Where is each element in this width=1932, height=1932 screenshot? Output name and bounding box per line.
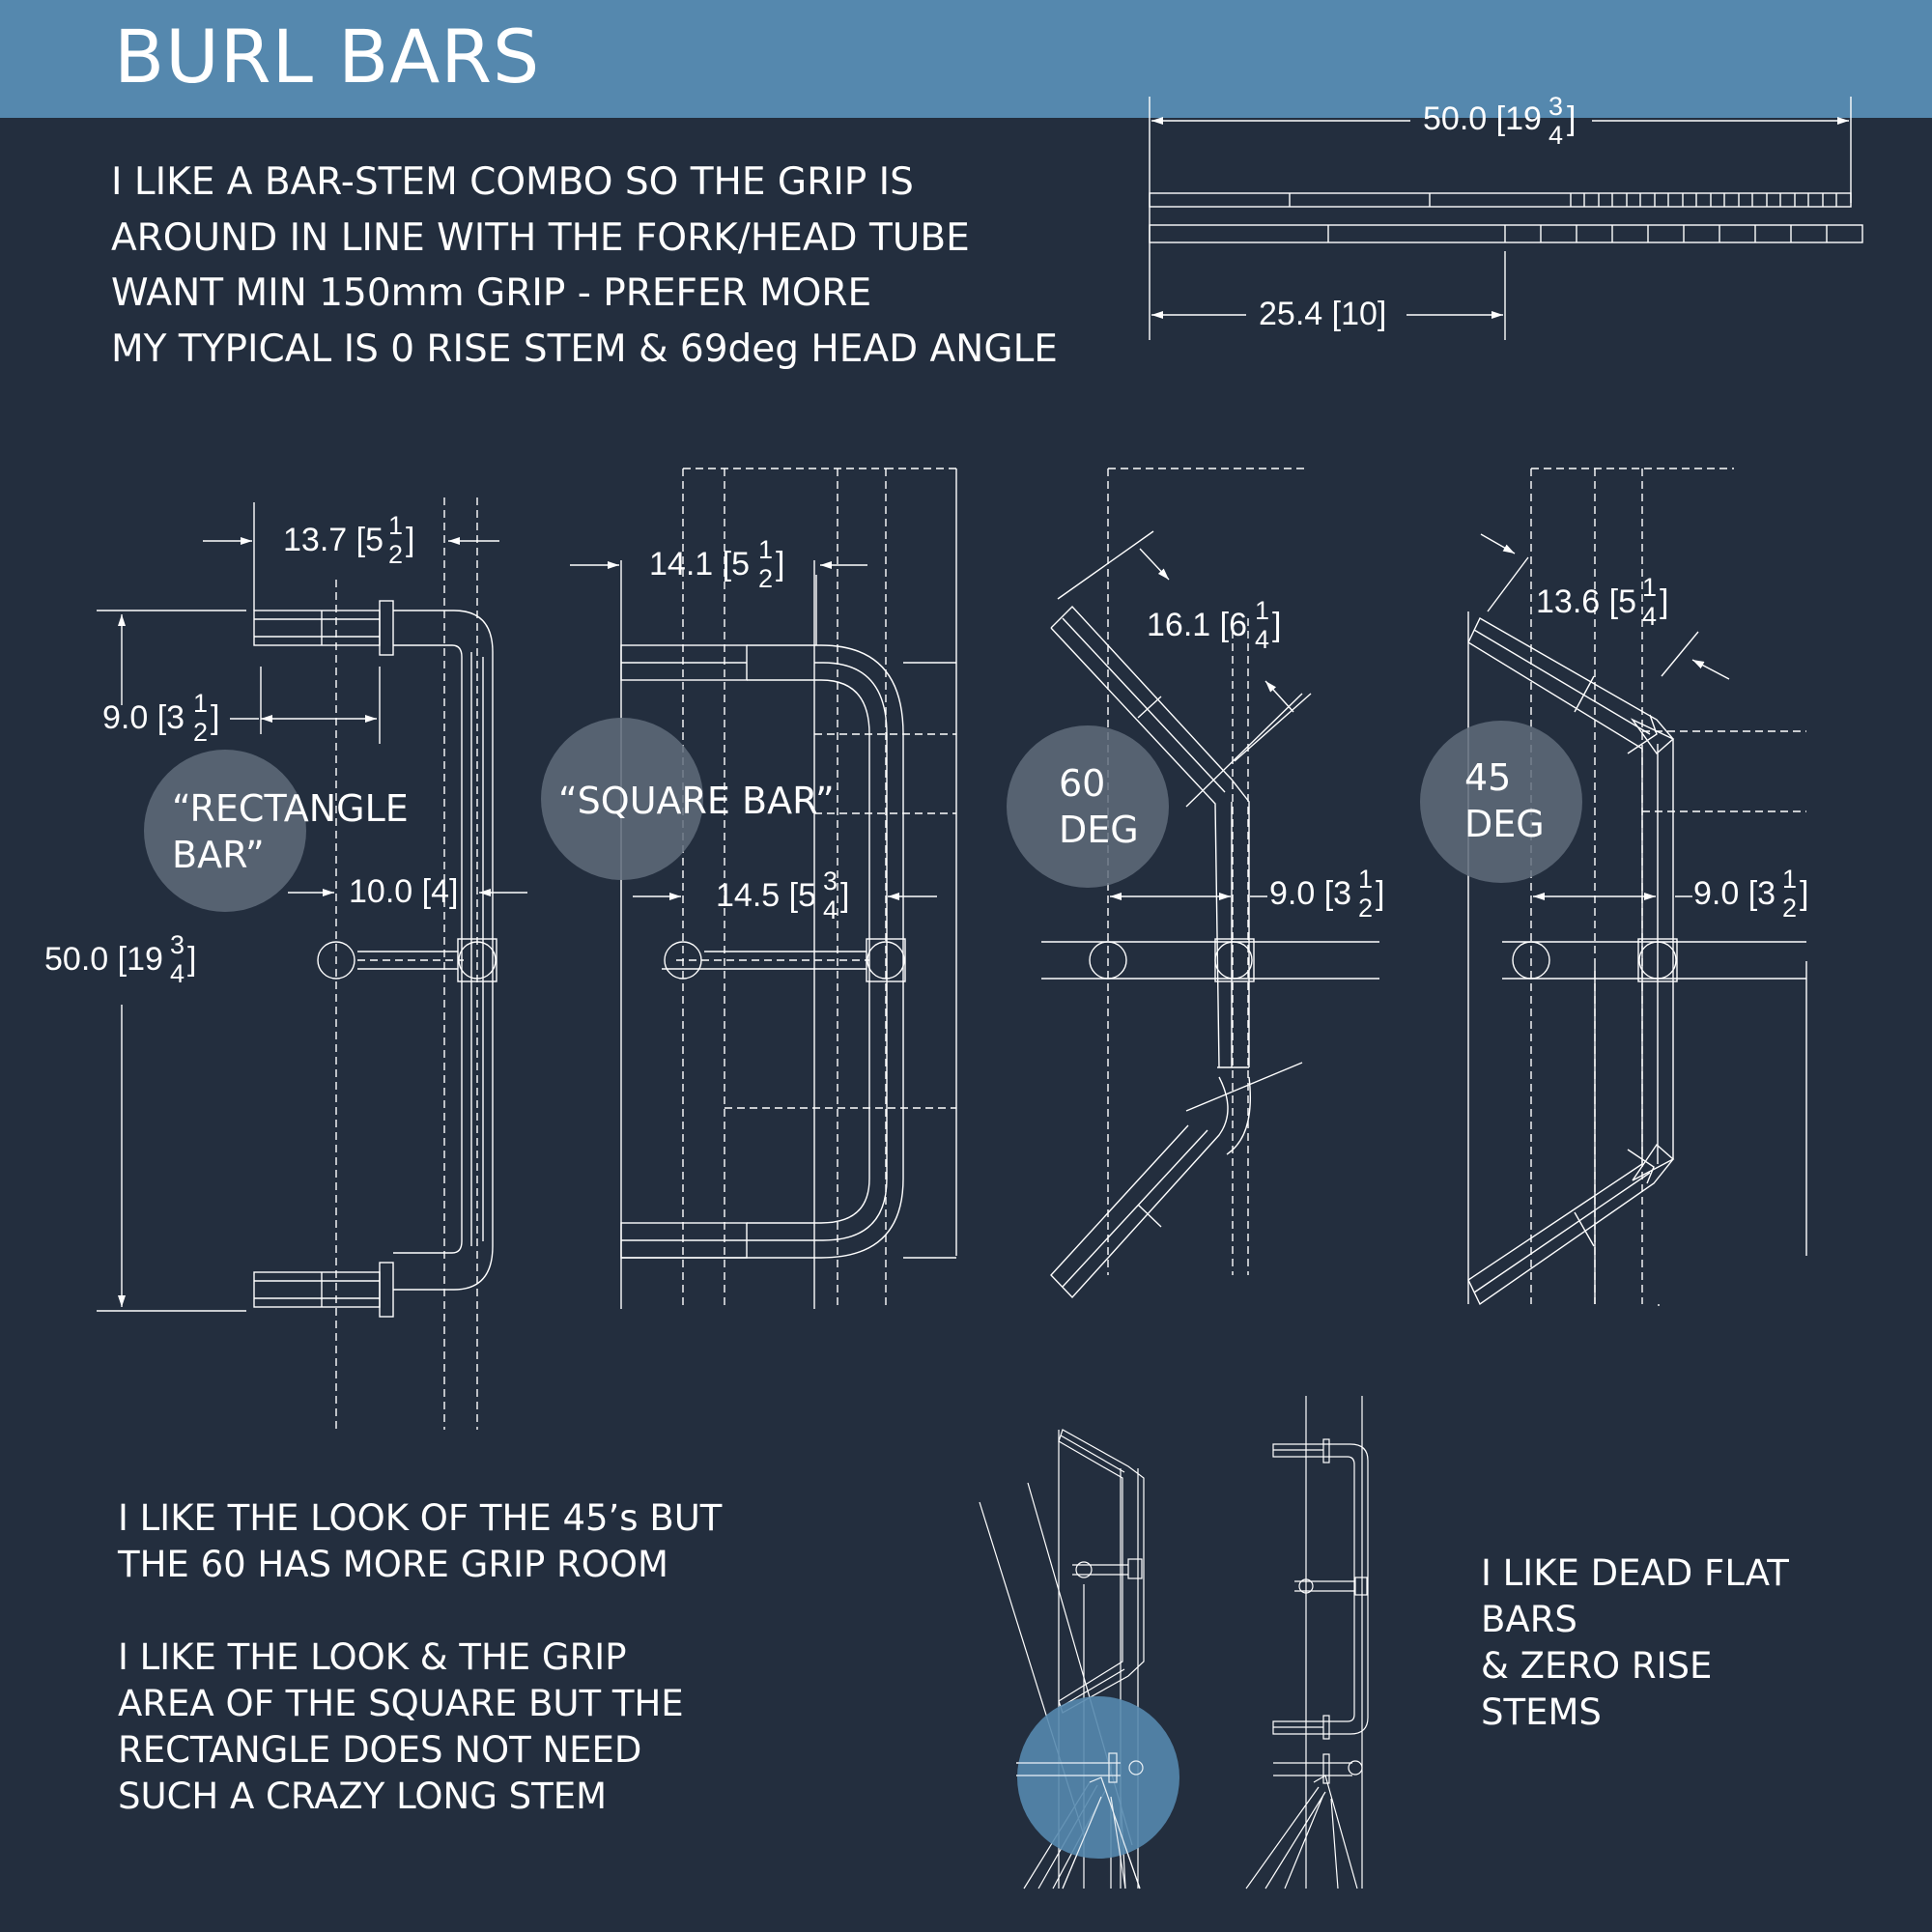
- rectangle-bar-label: “RECTANGLE: [172, 787, 409, 830]
- svg-text:]: ]: [1567, 100, 1576, 137]
- svg-text:]: ]: [187, 941, 196, 978]
- square-bar-bubble: [541, 718, 703, 880]
- deg45-bar-drawing: [1467, 468, 1807, 1306]
- ruler-ticks: [1570, 193, 1837, 207]
- note-line: I LIKE A BAR-STEM COMBO SO THE GRIP IS: [111, 160, 914, 204]
- deg60-stem-dim: 9.0 [3: [1269, 875, 1351, 912]
- svg-text:4: 4: [1642, 602, 1657, 631]
- svg-text:4: 4: [823, 895, 838, 924]
- small-45deg-side-view-over: [1016, 1752, 1144, 1889]
- deg60-bubble: [1007, 725, 1169, 888]
- svg-text:]: ]: [1660, 583, 1668, 620]
- header-bar: [0, 0, 1932, 118]
- top-notes: I LIKE A BAR-STEM COMBO SO THE GRIP IS A…: [111, 155, 1058, 377]
- overall-length-view: [1149, 97, 1863, 340]
- note-line: I LIKE THE LOOK & THE GRIP: [118, 1636, 627, 1678]
- half-length-dim: 25.4 [10]: [1259, 296, 1386, 332]
- lower-notes-comparison: I LIKE THE LOOK OF THE 45’s BUT THE 60 H…: [118, 1495, 722, 1588]
- note-line: AREA OF THE SQUARE BUT THE: [118, 1683, 684, 1724]
- note-line: RECTANGLE DOES NOT NEED: [118, 1729, 642, 1771]
- deg45-label: 45: [1464, 756, 1511, 799]
- page-title: BURL BARS: [114, 14, 541, 99]
- svg-text:1: 1: [193, 689, 208, 718]
- svg-text:4: 4: [170, 959, 185, 988]
- note-line: AROUND IN LINE WITH THE FORK/HEAD TUBE: [111, 215, 970, 260]
- svg-text:3: 3: [170, 930, 185, 959]
- note-line: WANT MIN 150mm GRIP - PREFER MORE: [111, 271, 872, 315]
- note-line: & ZERO RISE: [1481, 1645, 1713, 1687]
- svg-text:1: 1: [1642, 573, 1657, 602]
- svg-text:]: ]: [1800, 875, 1808, 912]
- square-bar-drawing: [570, 468, 957, 1309]
- note-line: I LIKE DEAD FLAT: [1481, 1552, 1789, 1594]
- svg-text:1: 1: [1358, 865, 1373, 894]
- svg-text:2: 2: [1358, 894, 1373, 923]
- svg-text:]: ]: [776, 546, 784, 582]
- right-notes: I LIKE DEAD FLAT BARS & ZERO RISE STEMS: [1481, 1550, 1789, 1736]
- overall-length-frac-num: 3: [1548, 92, 1563, 121]
- square-grip-dim: 14.1 [5: [649, 546, 750, 582]
- note-line: THE 60 HAS MORE GRIP ROOM: [118, 1544, 668, 1585]
- svg-text:1: 1: [1782, 865, 1797, 894]
- overall-length-dim: 50.0 [19: [1423, 100, 1542, 137]
- svg-text:]: ]: [840, 877, 849, 914]
- square-bar-label: “SQUARE BAR”: [558, 780, 835, 822]
- deg45-stem-dim: 9.0 [3: [1693, 875, 1776, 912]
- svg-text:2: 2: [1782, 894, 1797, 923]
- rect-reach-dim: 9.0 [3: [102, 699, 185, 736]
- svg-text:1: 1: [388, 511, 403, 540]
- deg60-label: 60: [1059, 762, 1105, 805]
- svg-text:]: ]: [211, 699, 219, 736]
- svg-text:]: ]: [1376, 875, 1384, 912]
- deg60-label: DEG: [1059, 809, 1139, 851]
- svg-text:4: 4: [1255, 625, 1269, 654]
- svg-text:2: 2: [388, 540, 403, 569]
- svg-text:]: ]: [406, 522, 414, 558]
- small-rectangle-side-view: [1245, 1396, 1369, 1889]
- note-line: I LIKE THE LOOK OF THE 45’s BUT: [118, 1497, 723, 1539]
- deg60-grip-dim: 16.1 [6: [1147, 607, 1247, 643]
- rect-width-dim: 50.0 [19: [44, 941, 163, 978]
- note-line: BARS: [1481, 1599, 1577, 1640]
- svg-text:]: ]: [1272, 607, 1281, 643]
- svg-text:2: 2: [193, 718, 208, 747]
- overall-length-frac-den: 4: [1548, 121, 1563, 150]
- rect-grip-dim: 13.7 [5: [283, 522, 384, 558]
- rect-stem-dim: 10.0 [4]: [349, 873, 458, 910]
- svg-text:2: 2: [758, 564, 773, 593]
- selected-view-bubble: [1017, 1696, 1179, 1859]
- square-stem-dim: 14.5 [5: [716, 877, 816, 914]
- note-line: STEMS: [1481, 1691, 1602, 1733]
- svg-text:1: 1: [758, 535, 773, 564]
- deg45-grip-dim: 13.6 [5: [1536, 583, 1636, 620]
- rectangle-bar-drawing: [97, 497, 527, 1430]
- note-line: SUCH A CRAZY LONG STEM: [118, 1776, 608, 1817]
- deg45-label: DEG: [1464, 803, 1545, 845]
- rectangle-bar-bubble: [144, 750, 306, 912]
- lower-notes-square-vs-rectangle: I LIKE THE LOOK & THE GRIP AREA OF THE S…: [118, 1634, 684, 1820]
- deg45-bubble: [1420, 721, 1582, 883]
- svg-text:1: 1: [1255, 596, 1269, 625]
- svg-text:3: 3: [823, 867, 838, 895]
- rectangle-bar-label: BAR”: [172, 834, 265, 876]
- note-line: MY TYPICAL IS 0 RISE STEM & 69deg HEAD A…: [111, 327, 1058, 371]
